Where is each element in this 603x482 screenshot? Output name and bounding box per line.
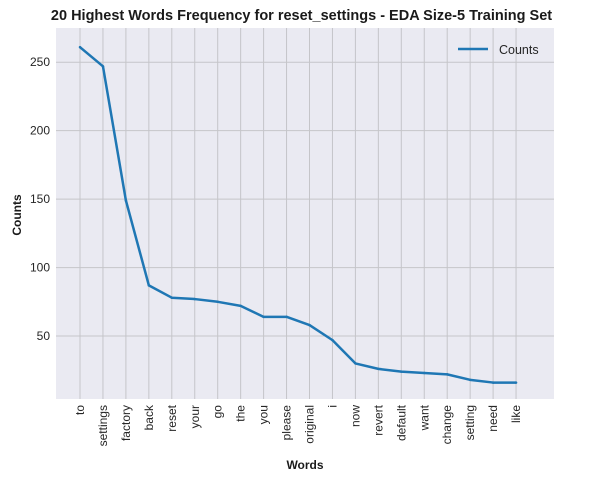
x-axis-label: Words xyxy=(286,458,323,472)
data-point xyxy=(262,315,265,319)
data-point xyxy=(216,300,219,304)
plot-area xyxy=(56,28,554,399)
y-tick-label: 50 xyxy=(37,329,51,343)
legend: Counts xyxy=(458,43,539,57)
data-point xyxy=(445,373,449,376)
series-layer xyxy=(78,45,518,384)
y-tick-label: 100 xyxy=(30,261,50,275)
series-line-counts xyxy=(79,46,517,384)
data-point xyxy=(468,378,472,382)
legend-label: Counts xyxy=(499,43,539,57)
data-point xyxy=(491,381,495,384)
x-tick-label: need xyxy=(486,405,500,432)
y-axis-label: Counts xyxy=(10,194,24,236)
x-tick-label: back xyxy=(142,404,156,430)
data-point xyxy=(354,362,357,365)
chart-title: 20 Highest Words Frequency for reset_set… xyxy=(50,8,553,24)
data-point xyxy=(331,338,334,342)
x-tick-label: revert xyxy=(371,404,385,435)
data-point xyxy=(423,371,426,375)
x-tick-label: settings xyxy=(96,405,110,446)
x-tick-label: now xyxy=(348,405,362,427)
data-point xyxy=(193,297,196,301)
x-tick-label: change xyxy=(440,405,454,445)
data-point xyxy=(285,315,288,319)
data-point xyxy=(170,296,174,299)
x-tick-label: please xyxy=(280,405,294,441)
data-point xyxy=(239,304,242,308)
x-tick-label: setting xyxy=(463,405,477,440)
data-point xyxy=(147,284,151,287)
data-point xyxy=(400,370,403,373)
y-tick-label: 250 xyxy=(30,55,50,69)
x-tick-label: reset xyxy=(165,404,179,431)
y-tick-labels: 50 100 150 200 250 xyxy=(30,55,50,343)
x-tick-label: want xyxy=(417,404,431,431)
x-tick-label: to xyxy=(73,405,87,415)
data-point xyxy=(78,45,82,49)
y-tick-label: 150 xyxy=(30,192,50,206)
x-tick-label: original xyxy=(303,405,317,444)
data-point xyxy=(124,199,128,202)
grid-lines xyxy=(56,28,554,399)
x-tick-label: go xyxy=(211,405,225,419)
x-tick-label: the xyxy=(234,405,248,422)
x-tick-label: factory xyxy=(119,405,133,441)
x-tick-label: like xyxy=(509,405,523,423)
data-point xyxy=(377,367,380,371)
data-point xyxy=(101,65,105,68)
x-tick-labels: to settings factory back reset your go the you pl… xyxy=(73,404,523,446)
data-point xyxy=(514,381,518,384)
data-point xyxy=(308,323,311,327)
x-tick-label: i xyxy=(325,405,339,408)
x-tick-label: your xyxy=(188,405,202,428)
x-tick-label: default xyxy=(394,404,408,441)
y-tick-label: 200 xyxy=(30,124,50,138)
x-tick-label: you xyxy=(257,405,271,424)
